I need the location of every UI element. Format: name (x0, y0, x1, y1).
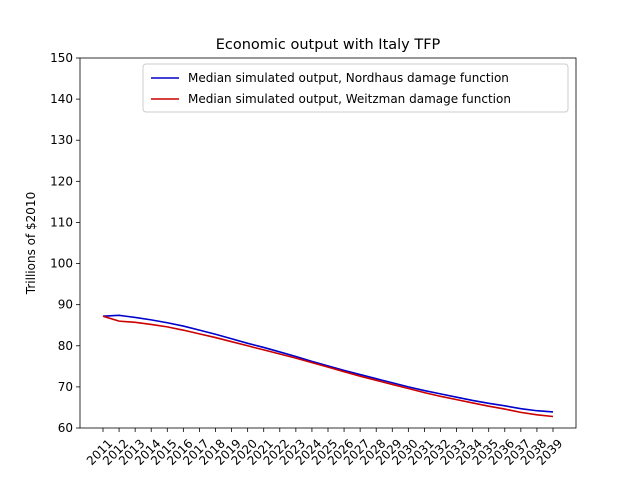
y-tick-label: 70 (58, 380, 73, 394)
y-tick-label: 80 (58, 339, 73, 353)
y-tick-label: 120 (50, 174, 73, 188)
y-tick-label: 90 (58, 298, 73, 312)
y-tick-label: 100 (50, 257, 73, 271)
series-line (102, 315, 554, 418)
y-tick-label: 140 (50, 92, 73, 106)
chart-title: Economic output with Italy TFP (216, 37, 441, 53)
y-tick-label: 150 (50, 51, 73, 65)
legend-label: Median simulated output, Nordhaus damage… (188, 71, 509, 85)
y-tick-label: 110 (50, 215, 73, 229)
y-tick-label: 130 (50, 133, 73, 147)
legend-label: Median simulated output, Weitzman damage… (188, 92, 511, 106)
y-axis-label: Trillions of $2010 (24, 192, 38, 295)
legend-box (142, 63, 569, 113)
y-tick-label: 60 (58, 421, 73, 435)
series-line (102, 314, 554, 413)
plot-frame (79, 57, 577, 429)
